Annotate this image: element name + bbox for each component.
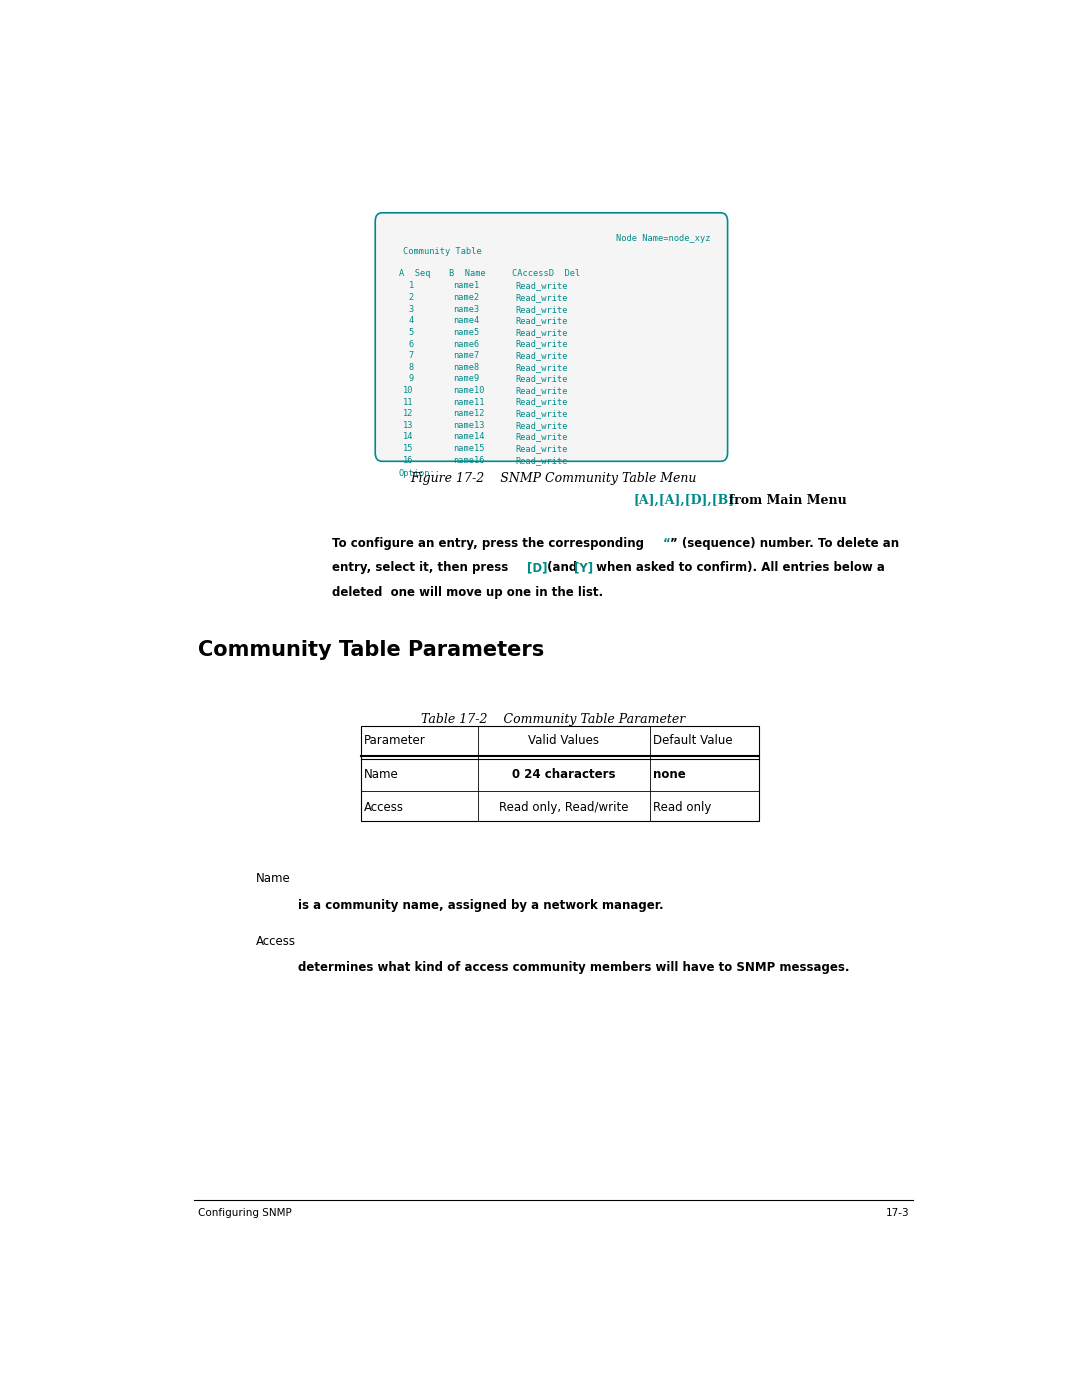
Text: when asked to confirm). All entries below a: when asked to confirm). All entries belo… [592, 562, 885, 574]
Text: Read_write: Read_write [516, 386, 568, 395]
Text: name3: name3 [454, 305, 480, 314]
Text: 16: 16 [403, 455, 414, 465]
Text: Parameter: Parameter [364, 735, 427, 747]
Text: B  Name: B Name [449, 268, 486, 278]
Text: Read_write: Read_write [516, 339, 568, 348]
Text: Read_write: Read_write [516, 351, 568, 360]
Text: Read_write: Read_write [516, 420, 568, 430]
Text: Read_write: Read_write [516, 374, 568, 383]
Text: 14: 14 [403, 433, 414, 441]
Text: 12: 12 [403, 409, 414, 418]
Text: Option::: Option:: [399, 469, 441, 479]
Text: name9: name9 [454, 374, 480, 383]
Text: 6: 6 [408, 339, 414, 348]
Text: 10: 10 [403, 386, 414, 395]
Text: [Y]: [Y] [575, 562, 594, 574]
Text: is a community name, assigned by a network manager.: is a community name, assigned by a netwo… [298, 900, 664, 912]
Text: Configuring SNMP: Configuring SNMP [198, 1208, 292, 1218]
Text: name15: name15 [454, 444, 485, 453]
Text: 13: 13 [403, 420, 414, 430]
Text: name4: name4 [454, 316, 480, 326]
Text: CAccessD  Del: CAccessD Del [512, 268, 580, 278]
Text: name7: name7 [454, 351, 480, 360]
Text: ” (sequence) number. To delete an: ” (sequence) number. To delete an [670, 536, 899, 549]
Text: name11: name11 [454, 398, 485, 407]
Text: Read_write: Read_write [516, 444, 568, 453]
Text: Read_write: Read_write [516, 316, 568, 326]
Text: 3: 3 [408, 305, 414, 314]
Text: name12: name12 [454, 409, 485, 418]
Text: To configure an entry, press the corresponding: To configure an entry, press the corresp… [332, 536, 644, 549]
Text: 5: 5 [408, 328, 414, 337]
Text: Read_write: Read_write [516, 455, 568, 465]
Text: Read_write: Read_write [516, 293, 568, 302]
Text: name1: name1 [454, 281, 480, 291]
Text: 4: 4 [408, 316, 414, 326]
Text: entry, select it, then press: entry, select it, then press [332, 562, 508, 574]
Text: name16: name16 [454, 455, 485, 465]
Text: Figure 17-2    SNMP Community Table Menu: Figure 17-2 SNMP Community Table Menu [410, 472, 697, 485]
Text: “: “ [663, 536, 671, 549]
Text: none: none [653, 768, 686, 781]
Text: Access: Access [364, 800, 404, 813]
Text: Read_write: Read_write [516, 305, 568, 314]
Text: from Main Menu: from Main Menu [720, 493, 847, 507]
Text: 8: 8 [408, 363, 414, 372]
Text: 11: 11 [403, 398, 414, 407]
Text: name8: name8 [454, 363, 480, 372]
Text: Default Value: Default Value [653, 735, 732, 747]
Text: 17-3: 17-3 [886, 1208, 909, 1218]
Text: (and: (and [543, 562, 578, 574]
Text: Read only: Read only [653, 800, 712, 813]
Text: Read_write: Read_write [516, 433, 568, 441]
Text: 9: 9 [408, 374, 414, 383]
Text: 1: 1 [408, 281, 414, 291]
Text: Read_write: Read_write [516, 409, 568, 418]
Text: Node Name=node_xyz: Node Name=node_xyz [617, 235, 711, 243]
Text: Community Table: Community Table [403, 247, 482, 256]
Text: 7: 7 [408, 351, 414, 360]
Text: A  Seq: A Seq [399, 268, 430, 278]
Text: name13: name13 [454, 420, 485, 430]
Text: Table 17-2    Community Table Parameter: Table 17-2 Community Table Parameter [421, 712, 686, 726]
Text: Read only, Read/write: Read only, Read/write [499, 800, 629, 813]
Text: [D]: [D] [527, 562, 548, 574]
Text: 2: 2 [408, 293, 414, 302]
Text: 15: 15 [403, 444, 414, 453]
Bar [361, 726, 758, 820]
Text: name10: name10 [454, 386, 485, 395]
Text: deleted  one will move up one in the list.: deleted one will move up one in the list… [332, 587, 603, 599]
Text: name5: name5 [454, 328, 480, 337]
Text: Access: Access [256, 935, 296, 947]
Text: name6: name6 [454, 339, 480, 348]
Text: name14: name14 [454, 433, 485, 441]
Text: [A],[A],[D],[B]: [A],[A],[D],[B] [633, 493, 734, 507]
Text: name2: name2 [454, 293, 480, 302]
Text: Read_write: Read_write [516, 281, 568, 291]
Text: Read_write: Read_write [516, 398, 568, 407]
Text: Valid Values: Valid Values [528, 735, 599, 747]
FancyBboxPatch shape [375, 212, 728, 461]
Text: determines what kind of access community members will have to SNMP messages.: determines what kind of access community… [298, 961, 850, 975]
Text: Name: Name [256, 872, 292, 886]
Text: Read_write: Read_write [516, 328, 568, 337]
Text: Community Table Parameters: Community Table Parameters [198, 640, 544, 659]
Text: 0 24 characters: 0 24 characters [512, 768, 616, 781]
Text: Name: Name [364, 768, 400, 781]
Text: Read_write: Read_write [516, 363, 568, 372]
